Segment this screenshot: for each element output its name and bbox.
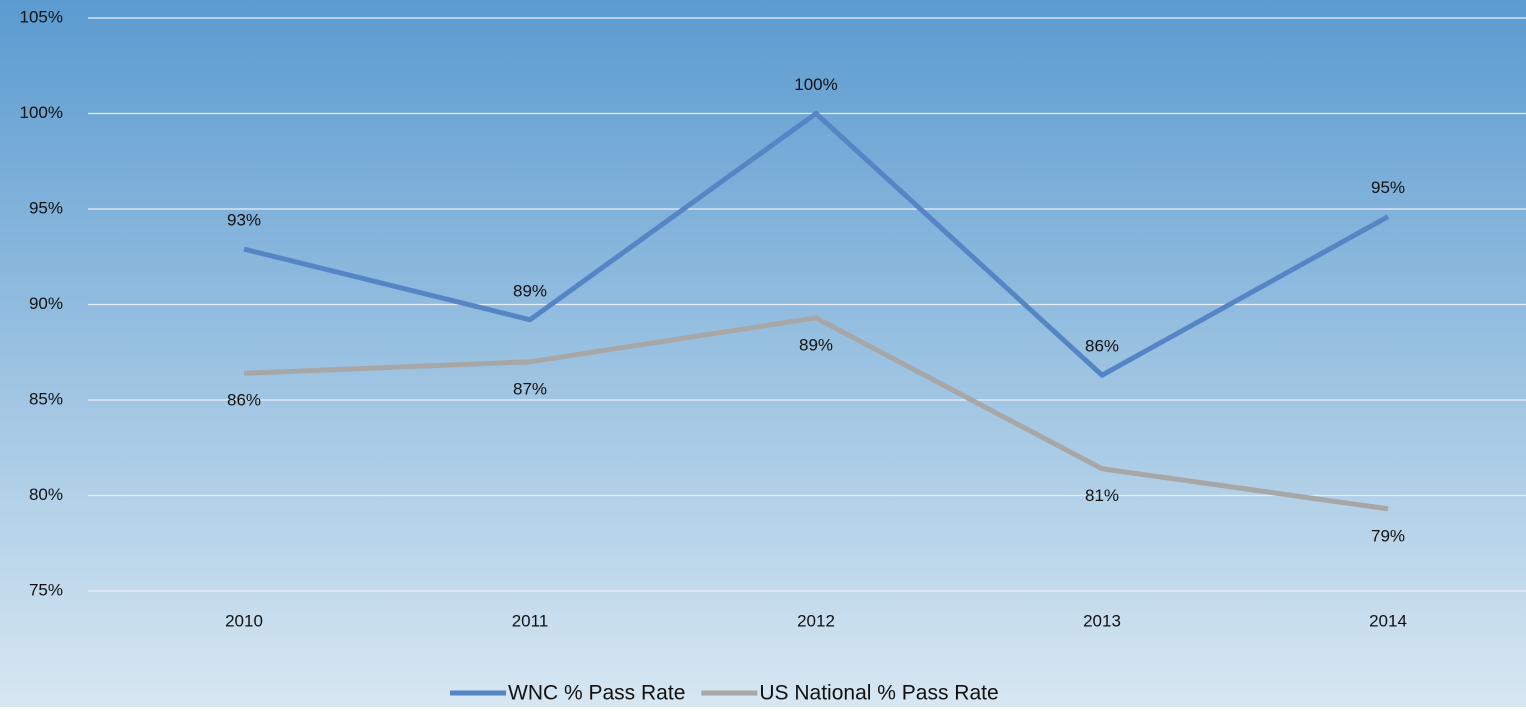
x-tick-label: 2012 — [797, 611, 835, 630]
y-tick-label: 85% — [29, 389, 63, 408]
series-line — [243, 315, 1389, 512]
data-label: 95% — [1371, 178, 1405, 197]
data-label: 79% — [1371, 526, 1405, 545]
series-line — [243, 111, 1390, 378]
x-tick-label: 2010 — [225, 611, 263, 630]
data-label: 87% — [513, 379, 547, 398]
x-tick-label: 2011 — [512, 611, 549, 630]
data-label: 86% — [1085, 337, 1119, 356]
legend-label: WNC % Pass Rate — [508, 682, 685, 705]
legend-label: US National % Pass Rate — [759, 682, 998, 705]
data-label: 93% — [227, 211, 261, 230]
y-tick-label: 90% — [29, 294, 63, 313]
y-tick-label: 80% — [29, 485, 63, 504]
x-tick-label: 2014 — [1369, 611, 1407, 630]
data-label: 81% — [1085, 486, 1119, 505]
data-label: 89% — [513, 281, 547, 300]
y-tick-label: 105% — [20, 7, 63, 26]
data-label: 86% — [227, 391, 261, 410]
data-label: 89% — [799, 335, 833, 354]
x-tick-label: 2013 — [1083, 611, 1121, 630]
data-label: 100% — [794, 75, 837, 94]
y-tick-label: 75% — [29, 580, 63, 599]
y-tick-label: 100% — [20, 103, 63, 122]
y-tick-label: 95% — [29, 198, 63, 217]
